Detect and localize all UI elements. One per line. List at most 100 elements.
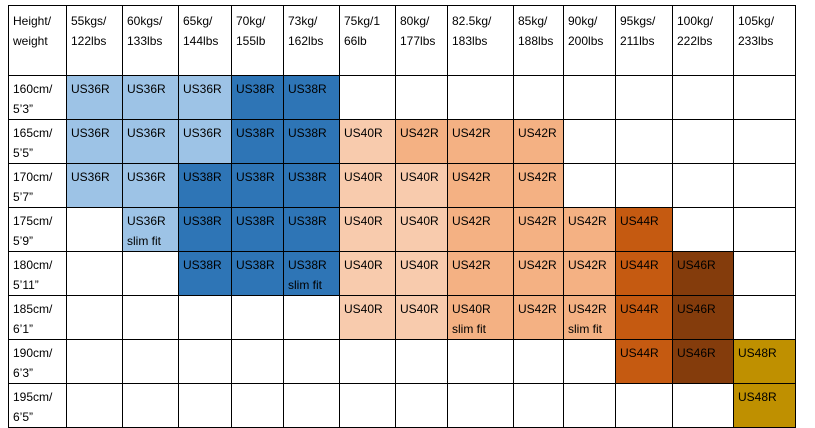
- size-cell: [178, 339, 232, 384]
- size-cell: [66, 207, 123, 252]
- size-cell: [615, 75, 673, 120]
- size-row: 170cm/ 5’7” US36R US36R US38R US38R US38R US40…: [8, 163, 796, 208]
- size-cell: [178, 383, 232, 428]
- size-cell: US48R: [733, 383, 796, 428]
- size-cell: US42R: [447, 251, 514, 296]
- size-row: 180cm/ 5’11” US38R US38R US38R slim fit US40…: [8, 251, 796, 296]
- size-cell: US38R: [178, 163, 232, 208]
- size-cell: US42R: [513, 295, 564, 340]
- size-cell: US42R: [513, 207, 564, 252]
- row-label: 190cm/ 6’3”: [8, 339, 67, 384]
- size-cell: US46R: [672, 251, 734, 296]
- size-cell: US38R: [283, 75, 340, 120]
- size-cell: [395, 383, 448, 428]
- header-cell: 73kg/ 162lbs: [283, 5, 340, 76]
- size-cell: US42R: [395, 119, 448, 164]
- size-cell: US38R: [231, 75, 284, 120]
- size-cell: US42R slim fit: [563, 295, 616, 340]
- size-cell: US40R: [339, 207, 396, 252]
- size-cell: US38R: [231, 163, 284, 208]
- size-cell: [447, 383, 514, 428]
- header-cell: 100kg/ 222lbs: [672, 5, 734, 76]
- size-cell: [122, 383, 179, 428]
- size-cell: [672, 383, 734, 428]
- size-cell: US38R slim fit: [283, 251, 340, 296]
- row-label: 170cm/ 5’7”: [8, 163, 67, 208]
- row-label: 160cm/ 5’3”: [8, 75, 67, 120]
- size-cell: US44R: [615, 295, 673, 340]
- header-cell: 75kg/1 66lb: [339, 5, 396, 76]
- header-cell: 60kgs/ 133lbs: [122, 5, 179, 76]
- size-cell: US36R: [178, 75, 232, 120]
- size-cell: [672, 207, 734, 252]
- size-cell: US38R: [283, 163, 340, 208]
- size-cell: [66, 251, 123, 296]
- size-cell: [563, 339, 616, 384]
- size-cell: [563, 163, 616, 208]
- size-cell: [395, 75, 448, 120]
- size-cell: US44R: [615, 207, 673, 252]
- size-cell: US36R: [66, 163, 123, 208]
- size-cell: [178, 295, 232, 340]
- size-cell: [122, 295, 179, 340]
- size-cell: [563, 75, 616, 120]
- size-cell: US42R: [447, 119, 514, 164]
- size-cell: [733, 295, 796, 340]
- size-cell: [733, 207, 796, 252]
- size-row: 165cm/ 5’5” US36R US36R US36R US38R US38R US40…: [8, 119, 796, 164]
- size-cell: [733, 119, 796, 164]
- size-cell: US40R: [339, 295, 396, 340]
- size-cell: US40R: [395, 295, 448, 340]
- size-row: 195cm/ 6’5” US48R: [8, 383, 796, 428]
- size-cell: [733, 251, 796, 296]
- size-cell: [513, 75, 564, 120]
- size-cell: [339, 339, 396, 384]
- size-cell: [231, 383, 284, 428]
- size-cell: US36R: [122, 75, 179, 120]
- size-cell: [283, 339, 340, 384]
- size-cell: [283, 295, 340, 340]
- size-cell: US46R: [672, 339, 734, 384]
- header-cell: 82.5kg/ 183lbs: [447, 5, 514, 76]
- table-body: Height/ weight 55kgs/ 122lbs 60kgs/ 133lbs…: [8, 5, 796, 428]
- size-cell: [563, 119, 616, 164]
- row-label: 195cm/ 6’5”: [8, 383, 67, 428]
- size-cell: [231, 339, 284, 384]
- size-cell: US40R: [339, 251, 396, 296]
- size-cell: [66, 295, 123, 340]
- size-cell: [339, 383, 396, 428]
- header-cell: 55kgs/ 122lbs: [66, 5, 123, 76]
- size-cell: [615, 119, 673, 164]
- size-cell: US38R: [178, 207, 232, 252]
- size-cell: US38R: [283, 207, 340, 252]
- size-cell: US40R: [395, 207, 448, 252]
- header-cell: 65kg/ 144lbs: [178, 5, 232, 76]
- size-row: 160cm/ 5’3” US36R US36R US36R US38R US38R: [8, 75, 796, 120]
- size-cell: [513, 339, 564, 384]
- size-cell: US40R: [339, 119, 396, 164]
- size-cell: US36R: [178, 119, 232, 164]
- header-cell: 90kg/ 200lbs: [563, 5, 616, 76]
- size-cell: [733, 75, 796, 120]
- size-cell: US38R: [231, 251, 284, 296]
- header-row: Height/ weight 55kgs/ 122lbs 60kgs/ 133lbs…: [8, 5, 796, 76]
- size-cell: [615, 383, 673, 428]
- row-label: 165cm/ 5’5”: [8, 119, 67, 164]
- size-cell: [122, 251, 179, 296]
- size-cell: US42R: [513, 119, 564, 164]
- size-cell: US40R slim fit: [447, 295, 514, 340]
- header-cell: Height/ weight: [8, 5, 67, 76]
- size-cell: US36R slim fit: [122, 207, 179, 252]
- header-cell: 80kg/ 177lbs: [395, 5, 448, 76]
- size-cell: US44R: [615, 339, 673, 384]
- header-cell: 105kg/ 233lbs: [733, 5, 796, 76]
- size-cell: US38R: [283, 119, 340, 164]
- size-cell: US38R: [178, 251, 232, 296]
- size-cell: US46R: [672, 295, 734, 340]
- size-row: 190cm/ 6’3” US44R US46R US48R: [8, 339, 796, 384]
- header-cell: 95kgs/ 211lbs: [615, 5, 673, 76]
- size-cell: [66, 383, 123, 428]
- size-cell: [283, 383, 340, 428]
- size-cell: [447, 339, 514, 384]
- size-cell: [672, 119, 734, 164]
